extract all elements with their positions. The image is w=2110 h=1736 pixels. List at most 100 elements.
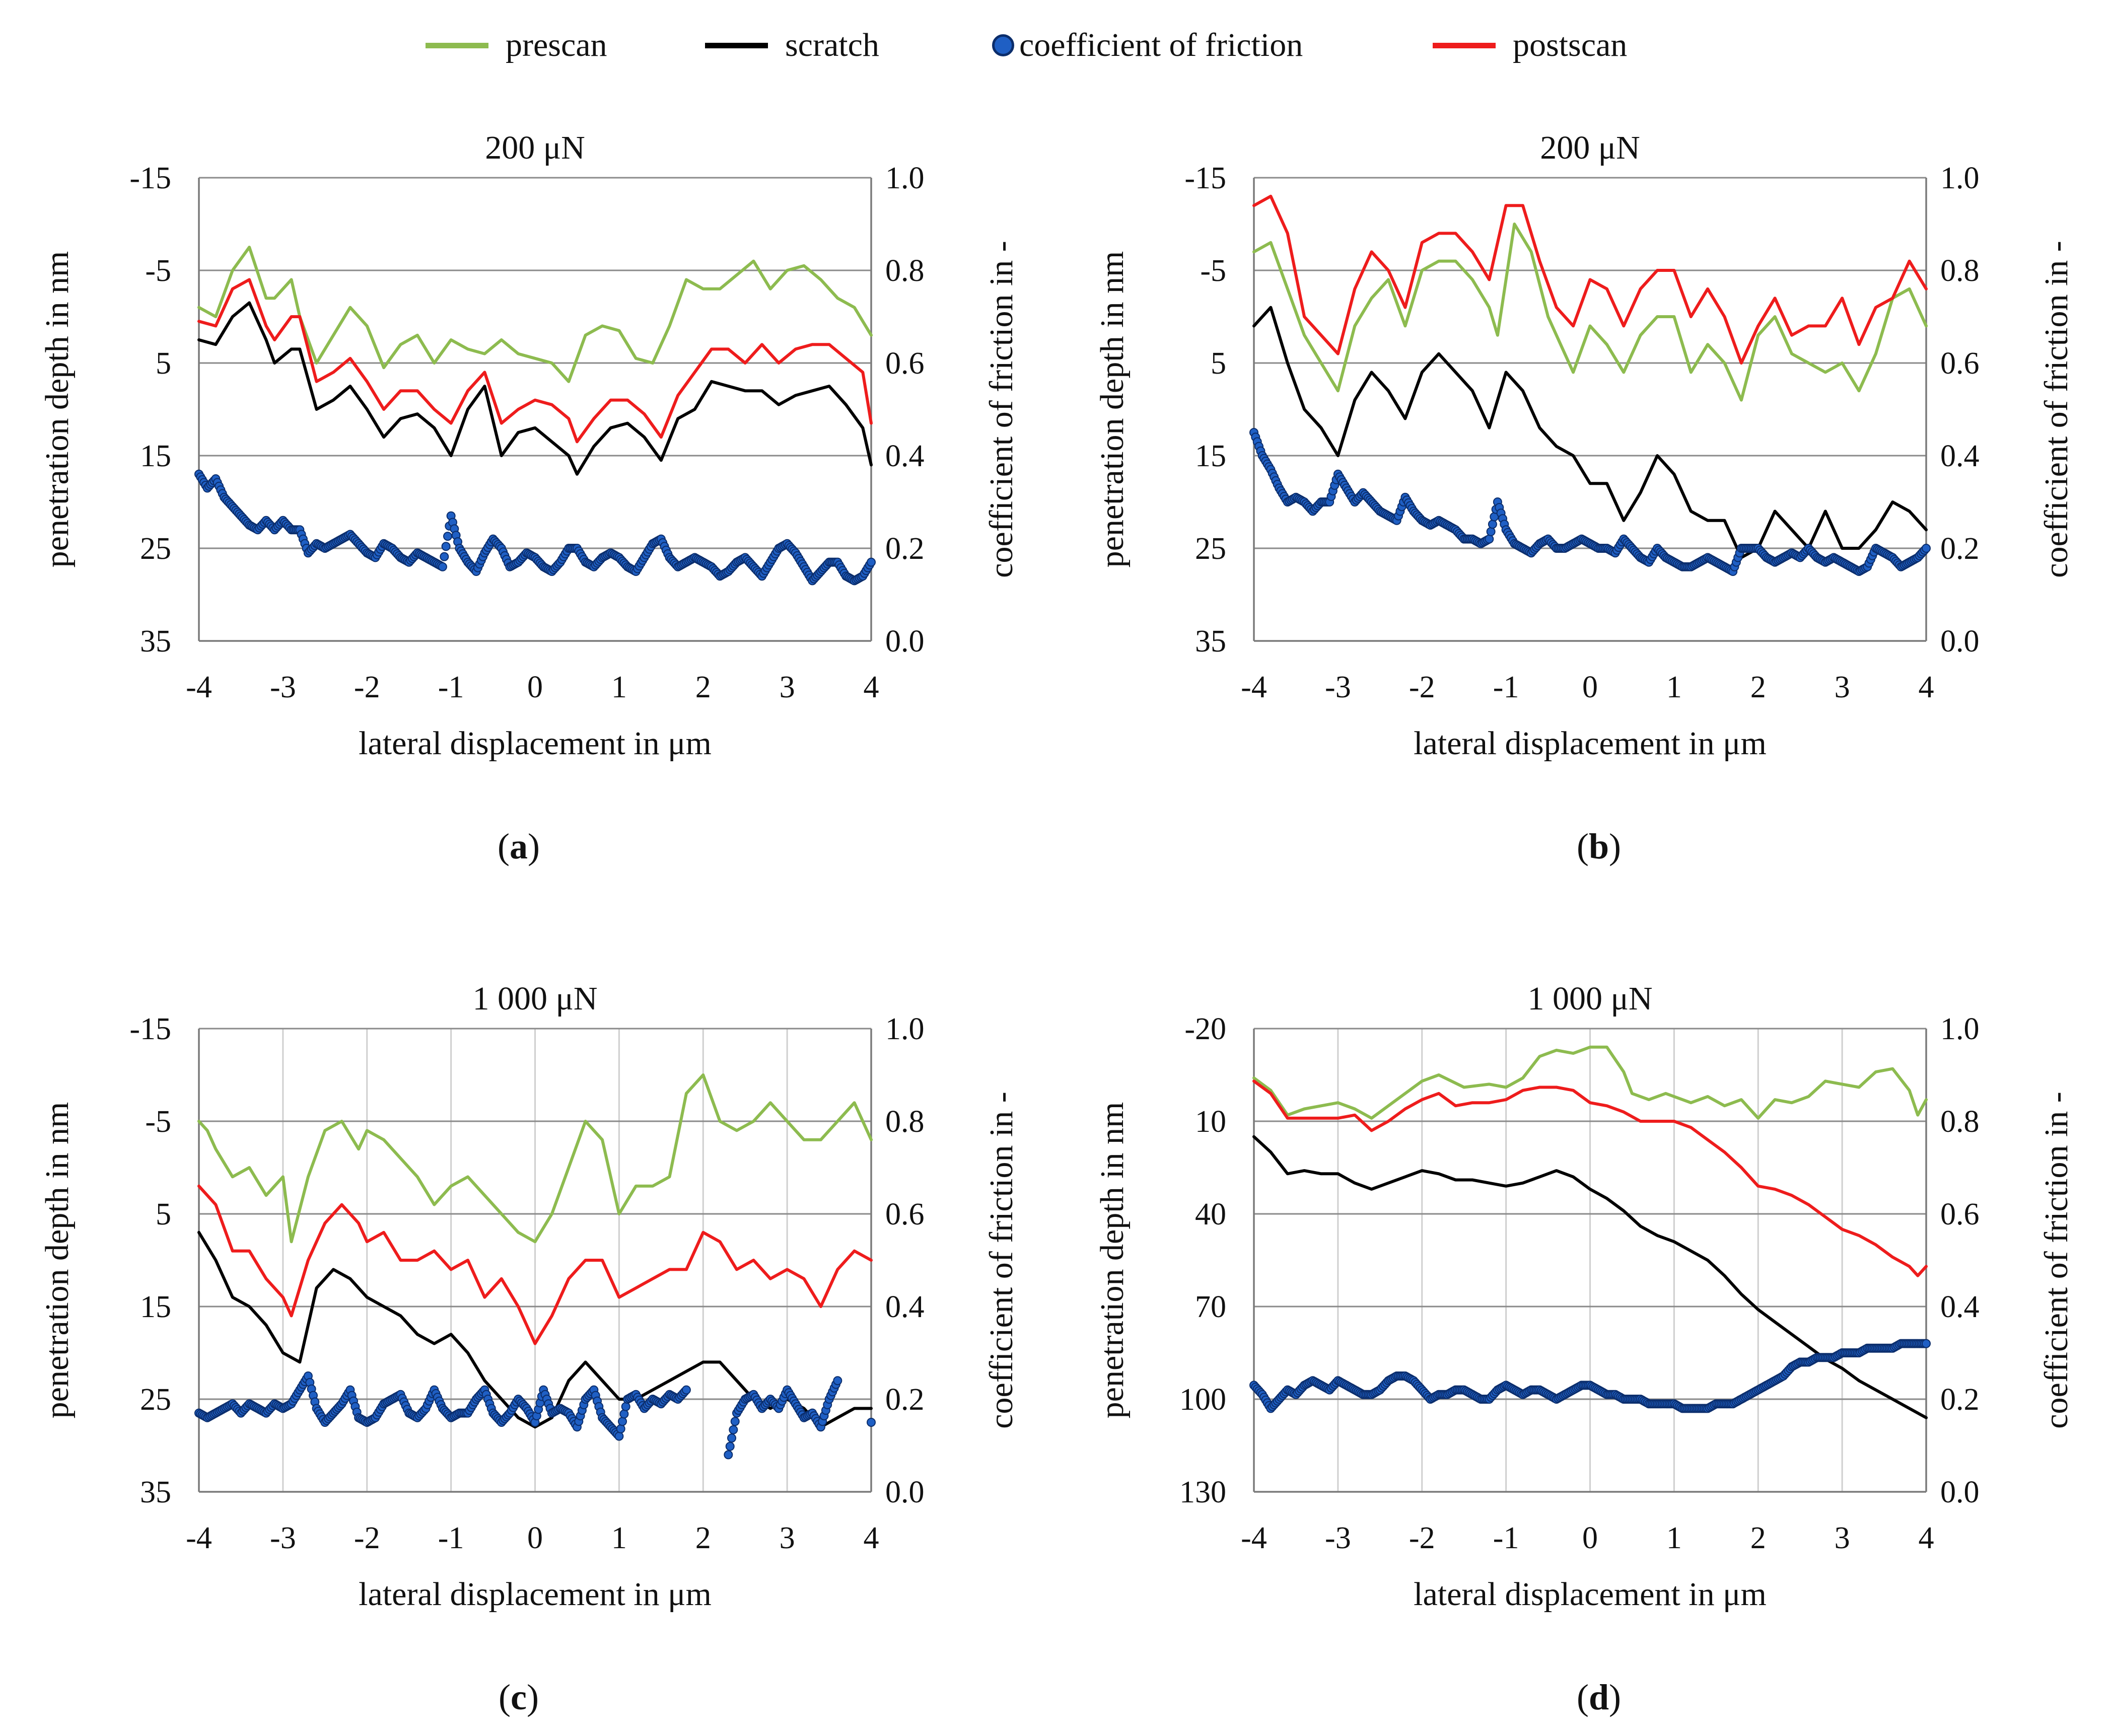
y-tick-label: 15 bbox=[140, 1290, 171, 1324]
scratch-line bbox=[197, 301, 873, 476]
x-axis-label: lateral displacement in μm bbox=[359, 725, 712, 762]
y-tick-label: -15 bbox=[129, 1012, 171, 1046]
caption-a: (a) bbox=[498, 826, 540, 866]
x-tick-label: -3 bbox=[1325, 1521, 1351, 1555]
cof-point bbox=[619, 1409, 629, 1419]
y2-tick-label: 0.0 bbox=[1940, 624, 1980, 659]
chart-title: 200 μN bbox=[485, 129, 585, 166]
x-axis-label: lateral displacement in μm bbox=[359, 1576, 712, 1613]
x-tick-label: -3 bbox=[1325, 670, 1351, 704]
scratch-line bbox=[1252, 1135, 1928, 1419]
caption-b: (b) bbox=[1576, 826, 1621, 866]
y-tick-label: 35 bbox=[140, 1475, 171, 1509]
x-tick-label: 4 bbox=[1919, 1521, 1934, 1555]
cof-point bbox=[725, 1441, 735, 1451]
x-tick-label: -4 bbox=[186, 670, 212, 704]
y2-tick-label: 0.4 bbox=[885, 439, 925, 473]
prescan-line bbox=[197, 1073, 873, 1244]
cof-point bbox=[616, 1424, 625, 1433]
scratch-line bbox=[1252, 306, 1928, 559]
y2-tick-label: 1.0 bbox=[885, 161, 925, 195]
cof-point bbox=[1922, 1339, 1931, 1348]
x-tick-label: 0 bbox=[1582, 670, 1598, 704]
prescan-line-swatch bbox=[426, 42, 488, 48]
y2-tick-label: 0.8 bbox=[1940, 1105, 1980, 1139]
x-tick-label: -1 bbox=[1493, 670, 1519, 704]
y-tick-label: 15 bbox=[140, 439, 171, 473]
x-tick-label: 0 bbox=[527, 1521, 543, 1555]
x-axis-label: lateral displacement in μm bbox=[1414, 725, 1767, 762]
y2-tick-label: 0.4 bbox=[1940, 1290, 1980, 1324]
cof-point bbox=[1485, 534, 1494, 544]
y2-tick-label: 0.8 bbox=[1940, 254, 1980, 288]
y2-tick-label: 0.2 bbox=[1940, 1383, 1980, 1417]
caption-a-letter: a bbox=[510, 826, 528, 866]
cof-point bbox=[443, 532, 452, 541]
cof-series bbox=[194, 469, 876, 586]
y-tick-label: -15 bbox=[1184, 161, 1226, 195]
y-tick-label: 100 bbox=[1179, 1383, 1226, 1417]
x-tick-label: 1 bbox=[1666, 1521, 1682, 1555]
legend-label-scratch: scratch bbox=[785, 27, 879, 63]
chart-panel-b: -15 -5 5 15 25 35 0.0 0.2 0.4 0.6 0.8 1.0 -4 -3 -2 -1 0 1… bbox=[1094, 129, 2075, 762]
y2-axis-label: coefficient of friction in - bbox=[983, 1092, 1020, 1429]
x-tick-label: -4 bbox=[1241, 1521, 1267, 1555]
cof-point bbox=[867, 557, 876, 567]
cof-point bbox=[1922, 544, 1931, 553]
cof-point bbox=[440, 552, 449, 561]
legend-item-scratch: scratch bbox=[705, 25, 879, 65]
postscan-line bbox=[1252, 194, 1928, 365]
y2-tick-label: 0.6 bbox=[885, 1197, 925, 1232]
cof-point bbox=[438, 562, 447, 571]
cof-point bbox=[730, 1417, 740, 1426]
cof-point bbox=[614, 1431, 624, 1441]
cof-point bbox=[1486, 527, 1496, 536]
x-tick-label: -4 bbox=[186, 1521, 212, 1555]
x-tick-label: 4 bbox=[864, 1521, 879, 1555]
cof-point bbox=[727, 1433, 736, 1443]
y2-tick-label: 0.0 bbox=[885, 624, 925, 659]
y-tick-label: 5 bbox=[1211, 346, 1226, 381]
y2-tick-label: 0.0 bbox=[885, 1475, 925, 1509]
y-tick-label: 25 bbox=[1195, 532, 1226, 566]
y-tick-label: 70 bbox=[1195, 1290, 1226, 1324]
y-tick-label: 35 bbox=[140, 624, 171, 659]
y2-tick-label: 0.6 bbox=[1940, 1197, 1980, 1232]
chart-title: 200 μN bbox=[1540, 129, 1640, 166]
chart-title: 1 000 μN bbox=[472, 980, 597, 1017]
y-tick-label: 25 bbox=[140, 532, 171, 566]
x-tick-label: 3 bbox=[780, 1521, 795, 1555]
y-axis-label: penetration depth in nm bbox=[39, 1102, 76, 1419]
legend-item-postscan: postscan bbox=[1433, 25, 1627, 65]
caption-c-letter: c bbox=[511, 1677, 527, 1717]
cof-series bbox=[1249, 1339, 1931, 1413]
y-axis-label: penetration depth in nm bbox=[1094, 1102, 1131, 1419]
x-tick-label: -2 bbox=[354, 670, 380, 704]
caption-d-letter: d bbox=[1588, 1677, 1609, 1717]
x-tick-label: -1 bbox=[438, 1521, 464, 1555]
x-tick-label: -1 bbox=[1493, 1521, 1519, 1555]
y2-axis-label: coefficient of friction in - bbox=[2038, 241, 2075, 578]
y-tick-label: -5 bbox=[145, 1105, 171, 1139]
x-tick-label: 1 bbox=[611, 670, 627, 704]
cof-point bbox=[681, 1385, 691, 1395]
y2-tick-label: 0.8 bbox=[885, 1105, 925, 1139]
y2-tick-label: 0.6 bbox=[1940, 346, 1980, 381]
y2-axis-label: coefficient of friction in - bbox=[983, 241, 1020, 578]
postscan-line-swatch bbox=[1433, 42, 1496, 48]
cof-point bbox=[833, 1376, 842, 1386]
y2-tick-label: 0.2 bbox=[1940, 532, 1980, 566]
x-tick-label: 0 bbox=[527, 670, 543, 704]
y2-tick-label: 0.4 bbox=[1940, 439, 1980, 473]
prescan-line bbox=[1252, 223, 1928, 402]
cof-point bbox=[441, 542, 451, 551]
x-tick-label: 1 bbox=[611, 1521, 627, 1555]
y-tick-label: 15 bbox=[1195, 439, 1226, 473]
y-tick-label: 130 bbox=[1179, 1475, 1226, 1509]
x-tick-label: 2 bbox=[1750, 670, 1766, 704]
postscan-line bbox=[197, 1184, 873, 1345]
y-tick-label: -15 bbox=[129, 161, 171, 195]
prescan-line bbox=[197, 246, 873, 383]
x-tick-label: -2 bbox=[1409, 670, 1435, 704]
